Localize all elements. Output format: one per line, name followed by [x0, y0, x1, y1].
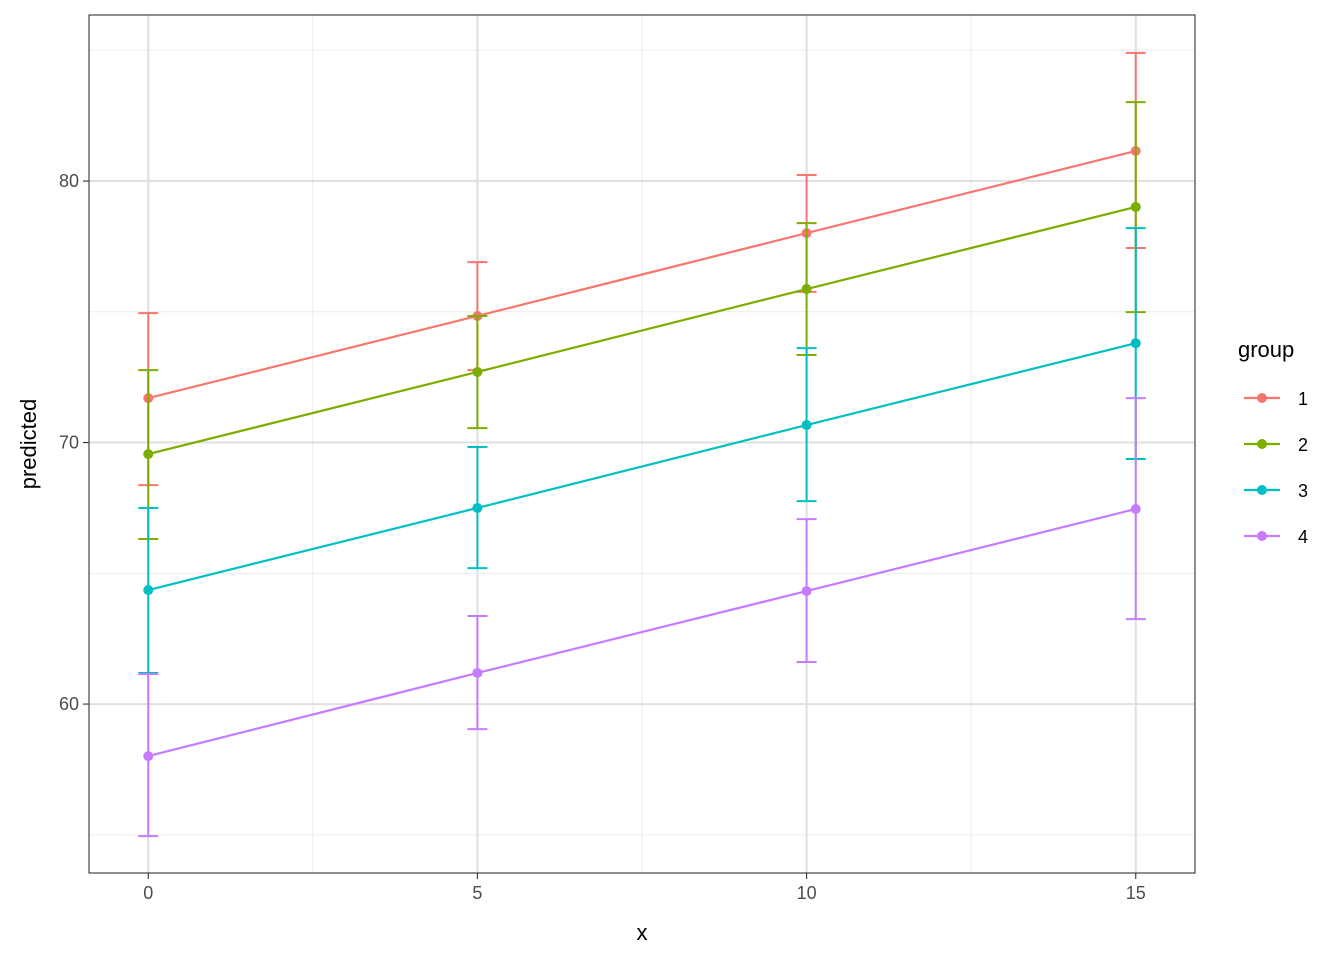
x-axis-label: x [637, 920, 648, 945]
axes: 0 5 10 15 60 70 80 [59, 171, 1146, 903]
data-point [1130, 503, 1141, 514]
x-tick-label: 5 [472, 883, 482, 903]
legend-entry-1: 1 [1244, 389, 1308, 409]
data-point [472, 502, 483, 513]
series-marks [138, 51, 1146, 838]
x-tick-label: 15 [1126, 883, 1146, 903]
data-point [143, 585, 154, 596]
y-tick-label: 70 [59, 433, 79, 453]
legend-key-point [1257, 485, 1267, 495]
y-tick-label: 60 [59, 694, 79, 714]
data-point [1130, 201, 1141, 212]
legend-label: 1 [1298, 389, 1308, 409]
series-4 [138, 397, 1146, 838]
legend-key-point [1257, 531, 1267, 541]
legend-label: 4 [1298, 527, 1308, 547]
legend-entry-2: 2 [1244, 435, 1308, 455]
data-point [143, 751, 154, 762]
data-point [801, 420, 812, 431]
x-tick-label: 0 [143, 883, 153, 903]
legend-key-point [1257, 439, 1267, 449]
legend: group 1 2 3 4 [1238, 337, 1308, 547]
legend-entry-4: 4 [1244, 527, 1308, 547]
legend-key-point [1257, 393, 1267, 403]
data-point [472, 366, 483, 377]
data-point [143, 449, 154, 460]
data-point [472, 667, 483, 678]
panel-border [88, 14, 1196, 874]
legend-title: group [1238, 337, 1294, 362]
series-line [147, 205, 1137, 456]
data-point [801, 586, 812, 597]
y-axis-label: predicted [16, 399, 41, 490]
legend-label: 3 [1298, 481, 1308, 501]
series-3 [138, 227, 1146, 674]
series-line [147, 507, 1137, 758]
series-line [147, 342, 1137, 592]
data-point [1130, 338, 1141, 349]
y-tick-label: 80 [59, 171, 79, 191]
series-line [147, 149, 1137, 400]
legend-entry-3: 3 [1244, 481, 1308, 501]
x-tick-label: 10 [797, 883, 817, 903]
data-point [801, 284, 812, 295]
legend-label: 2 [1298, 435, 1308, 455]
gridlines [89, 15, 1195, 873]
